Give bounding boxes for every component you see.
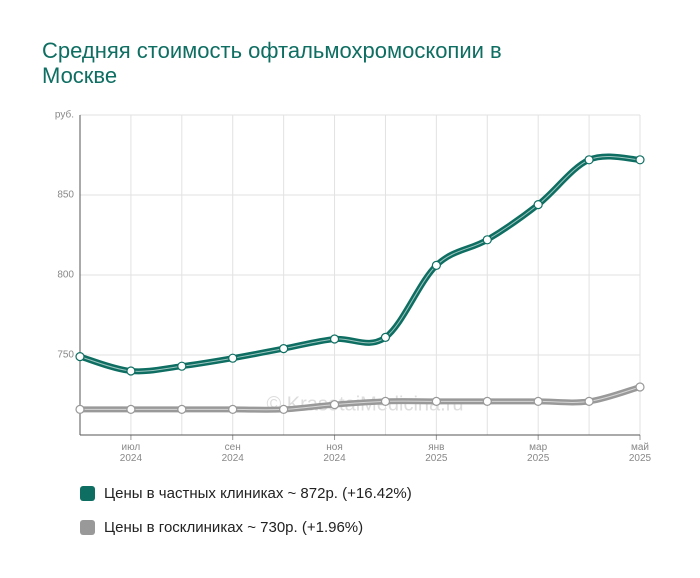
y-tick-label: 750 [57, 350, 74, 361]
x-tick-label: сен 2024 [221, 442, 244, 464]
data-point [533, 396, 543, 406]
data-point [228, 353, 238, 363]
data-point [431, 260, 441, 270]
data-point [126, 404, 136, 414]
legend-swatch [80, 486, 95, 501]
data-point [584, 396, 594, 406]
legend-swatch [80, 520, 95, 535]
legend-item: Цены в частных клиниках ~ 872р. (+16.42%… [80, 485, 412, 502]
series-line [79, 153, 641, 375]
data-point [329, 400, 340, 410]
data-point [635, 382, 645, 392]
data-point [380, 332, 391, 342]
x-tick-label: ноя 2024 [323, 442, 346, 464]
data-point [380, 396, 391, 406]
legend-label: Цены в частных клиниках ~ 872р. (+16.42%… [104, 485, 412, 502]
data-point [177, 404, 187, 414]
data-point [279, 404, 289, 414]
data-point [584, 155, 594, 165]
y-tick-label: 850 [57, 190, 74, 201]
data-point [533, 200, 543, 210]
x-tick-label: май 2025 [628, 442, 652, 464]
data-point [126, 366, 136, 376]
data-point [177, 361, 187, 371]
chart-title: Средняя стоимость офтальмохромоскопии в … [42, 38, 502, 88]
data-point [329, 334, 340, 344]
y-tick-label: 800 [57, 270, 74, 281]
data-point [482, 235, 492, 245]
legend-label: Цены в госклиниках ~ 730р. (+1.96%) [104, 519, 364, 536]
x-tick-label: мар 2025 [527, 442, 550, 464]
data-point [228, 404, 238, 414]
x-tick-label: янв 2025 [425, 442, 448, 464]
data-point [482, 396, 492, 406]
y-tick-label: руб. [55, 109, 74, 121]
data-point [75, 404, 85, 414]
data-point [635, 155, 645, 165]
x-tick-label: июл 2024 [119, 442, 143, 464]
legend-item: Цены в госклиниках ~ 730р. (+1.96%) [80, 519, 363, 536]
data-point [279, 344, 289, 354]
data-point [75, 352, 85, 362]
data-point [431, 396, 441, 406]
